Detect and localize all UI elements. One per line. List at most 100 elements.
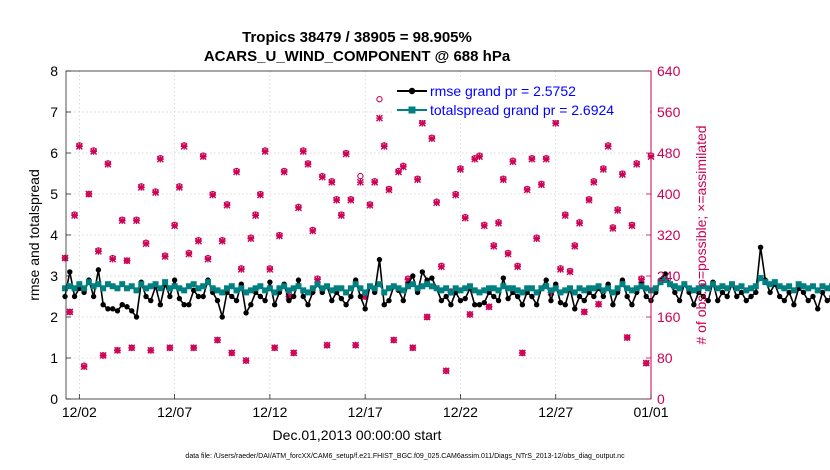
totalspread-point	[390, 283, 397, 290]
right-tick-label: 240	[657, 268, 681, 284]
rmse-point	[714, 297, 721, 304]
totalspread-point	[271, 289, 278, 296]
rmse-point	[376, 256, 383, 263]
obs-assimilated-point	[623, 334, 631, 341]
totalspread-point	[109, 283, 116, 290]
totalspread-point	[181, 287, 188, 294]
obs-assimilated-point	[499, 176, 507, 184]
totalspread-point	[671, 283, 678, 290]
rmse-point	[576, 293, 583, 300]
rmse-point	[457, 297, 464, 304]
totalspread-point	[609, 289, 616, 296]
obs-assimilated-point	[137, 183, 145, 191]
rmse-point	[386, 297, 392, 304]
right-tick-label: 0	[657, 391, 665, 407]
totalspread-point	[324, 283, 331, 290]
left-tick-label: 2	[50, 309, 58, 325]
totalspread-point	[62, 285, 69, 292]
rmse-point	[90, 293, 97, 300]
totalspread-point	[481, 287, 488, 294]
obs-assimilated-point	[514, 263, 522, 271]
rmse-point	[338, 295, 345, 302]
rmse-point	[133, 314, 140, 320]
obs-assimilated-point	[152, 188, 160, 196]
totalspread-point	[819, 283, 826, 290]
rmse-point	[67, 269, 73, 275]
totalspread-point	[295, 283, 302, 290]
totalspread-point	[195, 285, 202, 292]
left-tick-label: 5	[50, 186, 58, 202]
obs-assimilated-point	[442, 367, 450, 375]
totalspread-point	[100, 285, 107, 292]
rmse-point	[114, 308, 121, 314]
totalspread-point	[690, 287, 697, 294]
obs-assimilated-point	[142, 240, 150, 248]
obs-assimilated-point	[380, 142, 388, 150]
totalspread-point	[419, 283, 426, 290]
obs-count-markers	[61, 96, 655, 375]
totalspread-point	[652, 285, 659, 292]
totalspread-point	[590, 285, 597, 292]
totalspread-point	[600, 287, 607, 294]
rmse-point	[491, 293, 497, 300]
obs-assimilated-point	[61, 254, 69, 262]
totalspread-point	[290, 285, 297, 292]
totalspread-point	[567, 285, 574, 292]
totalspread-point	[238, 285, 245, 292]
totalspread-point	[724, 285, 731, 292]
totalspread-point	[495, 287, 502, 294]
totalspread-point	[662, 277, 669, 284]
rmse-point	[514, 293, 521, 300]
rmse-point	[757, 244, 764, 250]
obs-assimilated-point	[409, 344, 417, 352]
rmse-point	[233, 297, 240, 304]
totalspread-point	[243, 289, 250, 296]
totalspread-point	[114, 285, 121, 292]
obs-assimilated-point	[352, 341, 360, 349]
rmse-point	[533, 302, 540, 308]
obs-assimilated-point	[190, 344, 198, 352]
totalspread-point	[709, 281, 716, 288]
totalspread-point	[824, 285, 830, 292]
totalspread-point	[119, 281, 126, 288]
rmse-point	[743, 297, 749, 304]
obs-assimilated-point	[323, 341, 331, 349]
totalspread-point	[614, 285, 621, 292]
data-file-footnote: data file: /Users/raeder/DAI/ATM_forcXX/…	[185, 453, 625, 460]
obs-assimilated-point	[528, 155, 536, 163]
totalspread-point	[85, 279, 92, 286]
totalspread-point	[366, 283, 373, 290]
totalspread-point	[762, 279, 769, 286]
rmse-point	[591, 293, 597, 300]
rmse-point	[95, 267, 102, 273]
totalspread-point	[285, 287, 292, 294]
rmse-point	[348, 293, 354, 300]
totalspread-point	[333, 285, 340, 292]
rmse-point	[786, 289, 792, 296]
totalspread-point	[767, 281, 774, 288]
right-tick-label: 560	[657, 104, 681, 120]
totalspread-point	[757, 275, 764, 282]
rmse-point	[171, 277, 178, 283]
totalspread-point	[733, 285, 740, 292]
chart-title-line2: ACARS_U_WIND_COMPONENT @ 688 hPa	[204, 48, 511, 65]
totalspread-point	[719, 283, 726, 290]
rmse-point	[329, 297, 335, 304]
totalspread-point	[562, 287, 569, 294]
rmse-point	[815, 306, 821, 312]
rmse-point	[291, 293, 297, 300]
rmse-point	[557, 299, 564, 306]
rmse-point	[181, 302, 187, 308]
obs-assimilated-point	[104, 160, 112, 168]
obs-assimilated-point	[437, 263, 445, 271]
right-tick-label: 160	[657, 309, 681, 325]
obs-assimilated-point	[185, 250, 193, 258]
obs-assimilated-point	[128, 344, 136, 352]
totalspread-point	[624, 285, 631, 292]
legend-rmse-label: rmse grand pr = 2.5752	[430, 83, 576, 99]
legend-rmse-marker	[408, 87, 416, 95]
obs-assimilated-point	[294, 204, 302, 212]
obs-assimilated-point	[166, 344, 174, 352]
rmse-point	[243, 310, 249, 316]
rmse-point	[543, 277, 549, 283]
